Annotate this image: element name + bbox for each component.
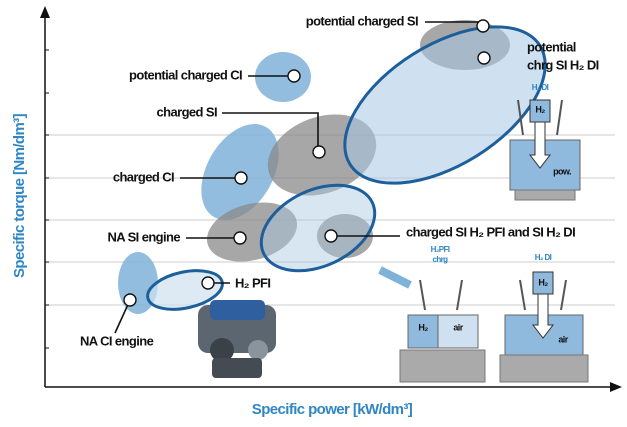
region [255, 52, 311, 102]
arrow [40, 6, 50, 18]
ticks [45, 49, 49, 349]
engine-part [210, 338, 234, 362]
axes: Specific power [kW/dm³] Specific torque … [11, 6, 622, 418]
valve [517, 99, 524, 136]
piston [499, 354, 589, 383]
label: chrg [433, 255, 449, 264]
leaders [114, 19, 491, 334]
label: NA SI engine [108, 229, 181, 244]
arrow [378, 266, 412, 289]
label: charged CI [113, 169, 174, 184]
label: air [453, 322, 463, 332]
label: H₂ DI [535, 253, 552, 262]
region [343, 25, 547, 185]
label: chrg SI H₂ DI [527, 57, 599, 72]
labels: potential charged SI potential chrg SI H… [80, 13, 599, 348]
valve [419, 279, 426, 311]
marker [287, 69, 301, 83]
arrow [531, 293, 555, 339]
valve [519, 279, 526, 311]
marker [477, 51, 491, 65]
label: charged SI [157, 104, 217, 119]
region [206, 202, 298, 262]
engine-cover [210, 300, 265, 320]
label: H₂ [535, 104, 545, 114]
marker [201, 276, 215, 290]
arrow [610, 382, 622, 392]
label: H₂ DI [532, 83, 549, 92]
label: H₂ [538, 277, 548, 287]
leader [222, 112, 319, 152]
engine-right: H₂ DI H₂ air [499, 253, 589, 383]
label: potential charged SI [306, 13, 418, 28]
engine-part [212, 358, 262, 378]
engine-left: H₂PFI chrg H₂ air [378, 245, 486, 383]
label: H₂PFI [431, 245, 450, 254]
piston [399, 349, 486, 383]
label: H₂ [418, 322, 428, 332]
engine-part [248, 340, 268, 360]
marker [312, 145, 326, 159]
label: H₂ PFI [235, 275, 270, 290]
arrow [528, 121, 552, 169]
label: pow. [553, 166, 571, 176]
engine-photo [198, 300, 276, 378]
marker [234, 171, 248, 185]
label: potential charged CI [129, 67, 242, 82]
label: charged SI H₂ PFI and SI H₂ DI [406, 224, 575, 239]
marker [324, 229, 338, 243]
engine-top: H₂ DI H₂ pow. [509, 83, 581, 201]
piston [514, 189, 576, 201]
valve [556, 99, 563, 136]
marker [123, 293, 137, 307]
valve [456, 279, 463, 311]
region [259, 183, 377, 273]
label: air [558, 334, 568, 344]
marker [476, 19, 490, 33]
y-axis-label: Specific torque [Nm/dm³] [11, 113, 28, 278]
label: potential [527, 39, 576, 54]
cylinder [437, 314, 479, 349]
regions [118, 20, 547, 314]
label: NA CI engine [80, 333, 154, 348]
valve [560, 279, 567, 311]
x-axis-label: Specific power [kW/dm³] [252, 401, 413, 418]
marker [233, 231, 247, 245]
